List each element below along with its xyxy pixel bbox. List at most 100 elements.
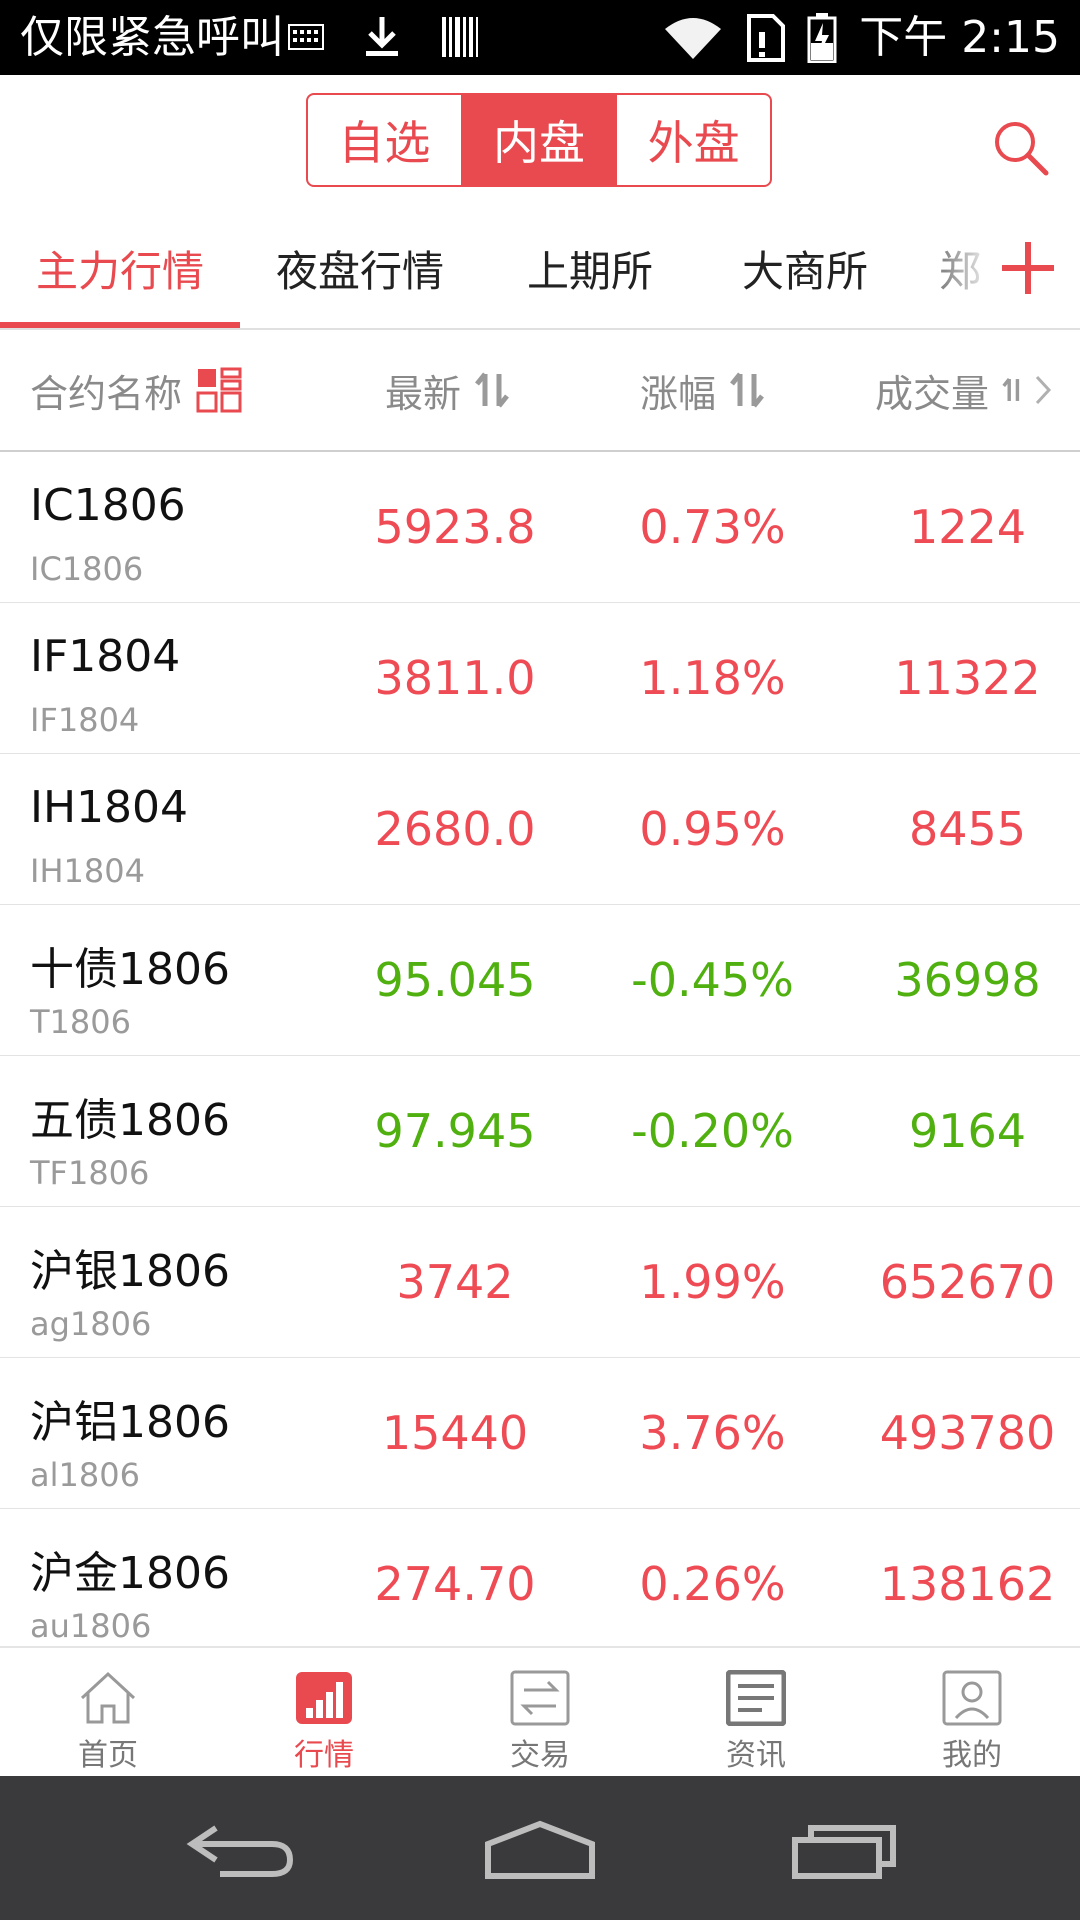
nav-home[interactable]: 首页 [0, 1648, 216, 1778]
sort-icon[interactable] [1001, 370, 1027, 410]
top-bar: 自选 内盘 外盘 [0, 75, 1080, 209]
volume: 652670 [879, 1255, 1056, 1309]
contract-name: 沪铝1806 [30, 1397, 230, 1448]
contract-code: ag1806 [30, 1305, 152, 1343]
market-segment-control: 自选 内盘 外盘 [306, 93, 772, 187]
nav-me[interactable]: 我的 [864, 1648, 1080, 1778]
segment-watchlist[interactable]: 自选 [308, 95, 463, 185]
volume: 8455 [908, 802, 1027, 856]
nav-trade[interactable]: 交易 [432, 1648, 648, 1778]
column-volume-header[interactable]: 成交量 [875, 330, 1055, 450]
market-chart-icon [296, 1672, 352, 1724]
volume: 9164 [908, 1104, 1027, 1158]
recent-apps-icon[interactable] [785, 1816, 905, 1882]
system-nav-bar [0, 1776, 1080, 1920]
status-bar: 仅限紧急呼叫 下午 2:15 [0, 0, 1080, 75]
plus-icon[interactable] [1000, 240, 1056, 296]
keyboard-icon [288, 24, 324, 50]
column-change-label: 涨幅 [640, 371, 717, 416]
change-percent: 0.73% [639, 500, 786, 554]
volume: 36998 [894, 953, 1041, 1007]
last-price: 5923.8 [374, 500, 536, 554]
contract-name: IC1806 [30, 480, 186, 531]
table-row[interactable]: IC1806 IC1806 5923.8 0.73% 1224 [0, 452, 1080, 604]
trade-exchange-icon [510, 1670, 570, 1726]
table-row[interactable]: 沪铝1806 al1806 15440 3.76% 493780 [0, 1358, 1080, 1510]
change-percent: 1.18% [639, 651, 786, 705]
volume: 1224 [908, 500, 1027, 554]
contract-code: au1806 [30, 1607, 152, 1645]
change-percent: 1.99% [639, 1255, 786, 1309]
carrier-status: 仅限紧急呼叫 [20, 12, 284, 63]
tab-dce[interactable]: 大商所 [741, 246, 868, 296]
last-price: 97.945 [374, 1104, 536, 1158]
column-name-header[interactable]: 合约名称 [30, 330, 242, 450]
clock: 下午 2:15 [859, 12, 1060, 63]
nav-me-label: 我的 [942, 1738, 1002, 1773]
battery-icon [807, 12, 837, 63]
contract-name: IF1804 [30, 631, 181, 682]
contract-name: 沪金1806 [30, 1548, 230, 1599]
table-header: 合约名称 最新 涨幅 成交量 [0, 330, 1080, 452]
change-percent: -0.20% [631, 1104, 794, 1158]
contract-name: 十债1806 [30, 944, 230, 995]
contract-name: 五债1806 [30, 1095, 230, 1146]
nav-market[interactable]: 行情 [216, 1648, 432, 1778]
contract-code: TF1806 [30, 1154, 150, 1192]
profile-icon [942, 1670, 1002, 1726]
last-price: 15440 [381, 1406, 529, 1460]
download-icon [366, 17, 398, 56]
table-row[interactable]: IH1804 IH1804 2680.0 0.95% 8455 [0, 754, 1080, 906]
chevron-right-icon[interactable] [1033, 373, 1055, 407]
last-price: 3742 [396, 1255, 514, 1309]
contract-code: IH1804 [30, 852, 145, 890]
volume: 11322 [894, 651, 1041, 705]
contract-code: IF1804 [30, 701, 140, 739]
back-icon[interactable] [180, 1816, 300, 1882]
sort-icon[interactable] [728, 370, 766, 410]
tab-night-session[interactable]: 夜盘行情 [275, 246, 444, 296]
table-row[interactable]: 沪银1806 ag1806 3742 1.99% 652670 [0, 1207, 1080, 1359]
tab-shfe[interactable]: 上期所 [526, 246, 653, 296]
last-price: 95.045 [374, 953, 536, 1007]
status-right: 下午 2:15 [663, 10, 1060, 65]
grid-view-icon[interactable] [196, 367, 242, 413]
contract-code: al1806 [30, 1456, 140, 1494]
table-row[interactable]: IF1804 IF1804 3811.0 1.18% 11322 [0, 603, 1080, 755]
contract-name: 沪银1806 [30, 1246, 230, 1297]
change-percent: -0.45% [631, 953, 794, 1007]
home-button-icon[interactable] [480, 1816, 600, 1882]
sort-icon[interactable] [473, 370, 511, 410]
active-tab-indicator [0, 322, 240, 328]
news-icon [726, 1670, 786, 1726]
change-percent: 0.26% [639, 1557, 786, 1611]
volume: 138162 [879, 1557, 1056, 1611]
last-price: 274.70 [374, 1557, 536, 1611]
column-change-header[interactable]: 涨幅 [640, 330, 766, 450]
notification-icons [288, 12, 480, 62]
segment-domestic[interactable]: 内盘 [462, 95, 618, 185]
home-icon [80, 1671, 136, 1724]
contract-code: IC1806 [30, 550, 144, 588]
nav-trade-label: 交易 [510, 1738, 570, 1773]
nav-news[interactable]: 资讯 [648, 1648, 864, 1778]
tab-main-contracts[interactable]: 主力行情 [35, 246, 204, 296]
category-tabs: 主力行情 夜盘行情 上期所 大商所 郑 [0, 208, 1080, 330]
bottom-nav: 首页 行情 交易 资讯 我的 [0, 1646, 1080, 1778]
table-row[interactable]: 十债1806 T1806 95.045 -0.45% 36998 [0, 905, 1080, 1057]
wifi-icon [665, 17, 722, 59]
table-row[interactable]: 五债1806 TF1806 97.945 -0.20% 9164 [0, 1056, 1080, 1208]
column-last-header[interactable]: 最新 [385, 330, 511, 450]
table-row[interactable]: 沪金1806 au1806 274.70 0.26% 138162 [0, 1509, 1080, 1646]
column-last-label: 最新 [385, 371, 462, 416]
search-icon[interactable] [990, 117, 1050, 177]
last-price: 2680.0 [374, 802, 536, 856]
contract-code: T1806 [30, 1003, 131, 1041]
change-percent: 0.95% [639, 802, 786, 856]
column-volume-label: 成交量 [875, 371, 990, 416]
segment-foreign[interactable]: 外盘 [647, 116, 740, 170]
column-name-label: 合约名称 [30, 371, 183, 416]
contract-name: IH1804 [30, 782, 189, 833]
nav-news-label: 资讯 [726, 1738, 786, 1773]
nav-home-label: 首页 [78, 1738, 138, 1773]
